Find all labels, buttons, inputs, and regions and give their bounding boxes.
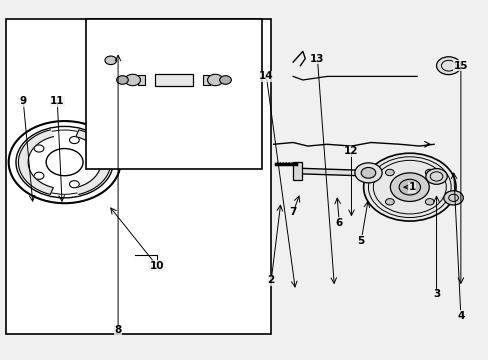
Text: 4: 4 <box>456 311 464 321</box>
Text: 11: 11 <box>50 96 64 107</box>
Circle shape <box>361 167 375 178</box>
Circle shape <box>385 199 393 205</box>
FancyBboxPatch shape <box>86 19 261 169</box>
Circle shape <box>207 74 223 86</box>
Bar <box>292 162 301 180</box>
Circle shape <box>179 129 193 139</box>
Text: 9: 9 <box>20 96 27 107</box>
Circle shape <box>425 199 433 205</box>
Circle shape <box>436 57 460 75</box>
Polygon shape <box>76 130 111 194</box>
Circle shape <box>124 74 140 86</box>
Bar <box>141 99 153 104</box>
Text: 5: 5 <box>357 236 364 246</box>
Circle shape <box>389 173 428 202</box>
Circle shape <box>425 168 447 184</box>
Bar <box>180 160 192 164</box>
Text: 1: 1 <box>408 182 415 192</box>
Circle shape <box>425 169 433 176</box>
Text: 3: 3 <box>432 289 439 299</box>
Bar <box>165 142 177 147</box>
Bar <box>154 73 193 86</box>
Circle shape <box>105 56 116 64</box>
Polygon shape <box>19 130 53 194</box>
Text: 7: 7 <box>289 207 296 217</box>
Text: 12: 12 <box>344 147 358 157</box>
Text: 8: 8 <box>114 325 122 335</box>
Circle shape <box>398 179 420 195</box>
Bar <box>137 75 144 85</box>
Circle shape <box>443 191 462 205</box>
Text: 14: 14 <box>259 71 273 81</box>
Circle shape <box>354 163 381 183</box>
Circle shape <box>219 76 231 84</box>
Bar <box>146 160 158 164</box>
Text: 15: 15 <box>453 61 467 71</box>
FancyBboxPatch shape <box>6 19 271 334</box>
Circle shape <box>116 76 128 84</box>
Text: 2: 2 <box>267 275 274 285</box>
Text: 13: 13 <box>309 54 324 64</box>
Circle shape <box>189 150 202 160</box>
Text: 6: 6 <box>335 218 342 228</box>
Text: 10: 10 <box>149 261 164 271</box>
Circle shape <box>363 153 455 221</box>
Bar <box>203 75 210 85</box>
Circle shape <box>385 169 393 176</box>
